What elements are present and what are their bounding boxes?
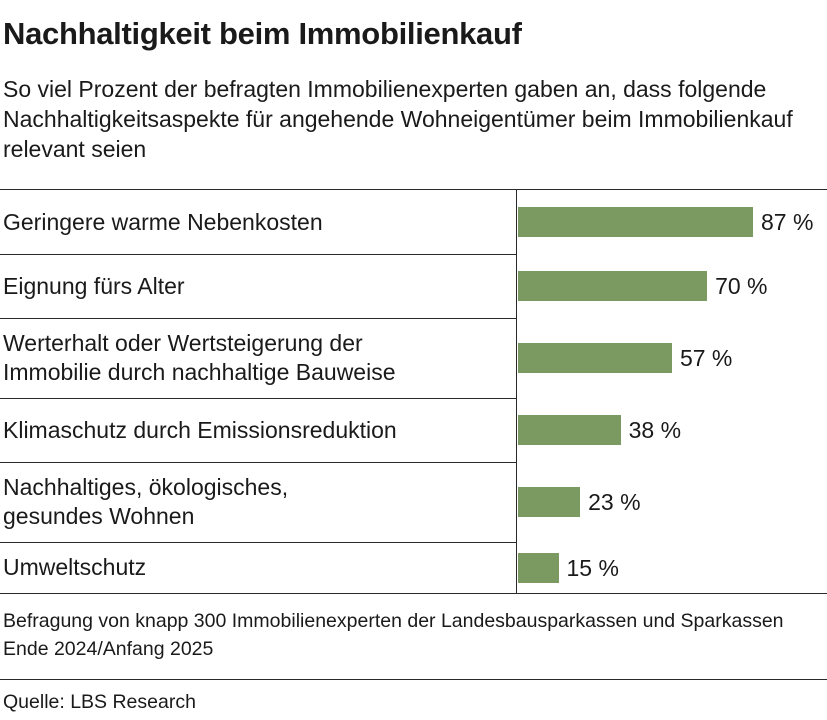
value-label: 38 % xyxy=(628,417,682,443)
value-label: 87 % xyxy=(761,209,814,235)
value-label: 15 % xyxy=(566,554,619,581)
row-separator xyxy=(0,462,517,463)
value-label: 57 % xyxy=(679,345,733,371)
chart-footnote: Befragung von knapp 300 Immobilienexpert… xyxy=(3,610,784,660)
category-label: Werterhalt oder Wertsteigerung der Immob… xyxy=(3,330,396,385)
category-label: Nachhaltiges, ökologisches, gesundes Woh… xyxy=(3,474,289,529)
header-rule xyxy=(0,189,827,190)
bar xyxy=(518,343,672,373)
chart-axis xyxy=(516,190,517,593)
bar xyxy=(518,271,708,301)
chart-bottom-rule xyxy=(0,593,827,594)
row-separator xyxy=(0,318,517,319)
category-label: Geringere warme Nebenkosten xyxy=(3,208,323,235)
bar xyxy=(518,415,621,445)
category-label: Klimaschutz durch Emissionsreduktion xyxy=(3,416,397,443)
bar xyxy=(518,207,753,237)
category-label: Umweltschutz xyxy=(3,554,147,580)
chart-source: Quelle: LBS Research xyxy=(3,691,196,713)
bar xyxy=(518,487,581,517)
row-separator xyxy=(0,542,517,543)
row-separator xyxy=(0,254,517,255)
value-label: 23 % xyxy=(588,489,641,515)
chart-title: Nachhaltigkeit beim Immobilienkauf xyxy=(3,16,522,51)
value-label: 70 % xyxy=(715,273,768,299)
bar xyxy=(518,552,559,583)
row-separator xyxy=(0,398,517,399)
footnote-rule xyxy=(0,679,827,680)
category-label: Eignung fürs Alter xyxy=(3,272,185,299)
chart-subtitle: So viel Prozent der befragten Immobilien… xyxy=(3,76,793,162)
